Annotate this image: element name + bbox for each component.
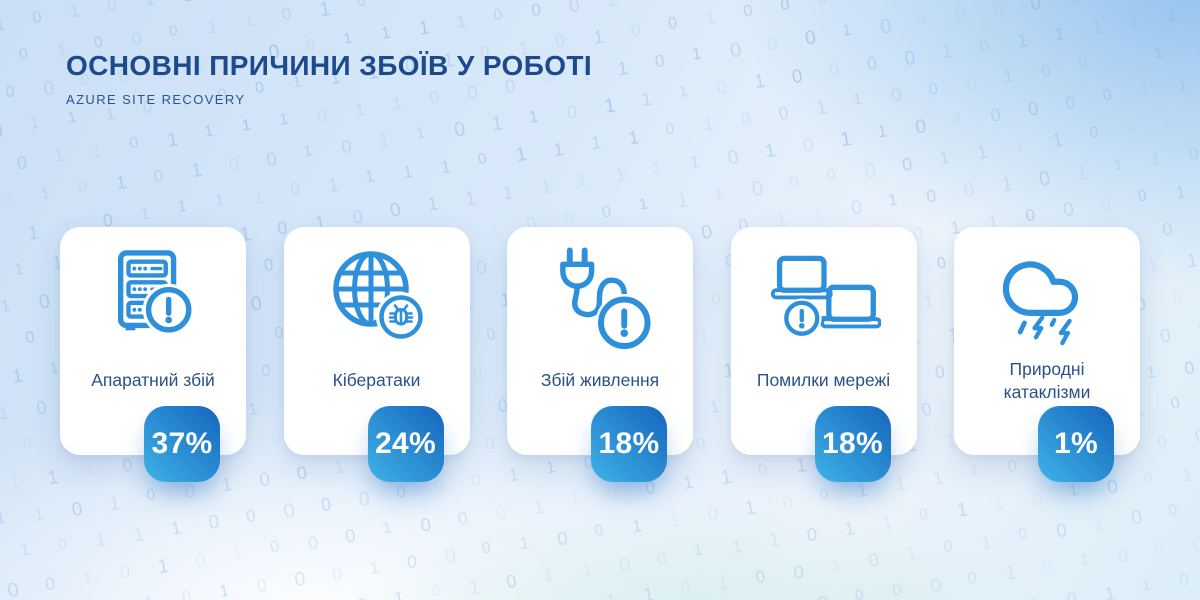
stat-card-hardware-failure: Апаратний збій 37% <box>60 227 246 482</box>
stat-card-value-badge: 24% <box>367 406 444 482</box>
stat-card-label: Апаратний збій <box>91 370 215 391</box>
stat-card-label: Збій живлення <box>540 370 660 391</box>
stat-card-value-badge: 18% <box>591 406 667 482</box>
stat-cards-row: Апаратний збій 37% <box>60 227 1140 482</box>
page-title: ОСНОВНІ ПРИЧИНИ ЗБОЇВ У РОБОТІ <box>66 50 593 81</box>
server-alert-icon <box>117 250 195 336</box>
stat-card-power-failure: Збій живлення 18% <box>507 227 693 482</box>
stat-card-label: Кібератаки <box>332 370 421 391</box>
stat-card-value-badge: 37% <box>144 406 220 482</box>
page-subtitle: AZURE SITE RECOVERY <box>66 92 246 107</box>
stat-card-natural-disasters: Природні катаклізми 1% <box>954 227 1140 482</box>
network-laptops-alert-icon <box>770 255 881 339</box>
stat-card-value-badge: 18% <box>814 406 891 482</box>
globe-bug-icon <box>332 251 426 342</box>
stat-card-cyberattacks: Кібератаки 24% <box>283 227 470 482</box>
stat-card-value-badge: 1% <box>1038 406 1114 482</box>
stat-card-network-errors: Помилки мережі 18% <box>730 227 917 482</box>
stat-card-label: Природні катаклізми <box>1003 358 1091 402</box>
stat-card-label: Помилки мережі <box>756 370 891 391</box>
header: ОСНОВНІ ПРИЧИНИ ЗБОЇВ У РОБОТІ AZURE SIT… <box>66 50 592 107</box>
power-plug-alert-icon <box>560 247 652 350</box>
storm-cloud-lightning-icon <box>1002 261 1079 346</box>
